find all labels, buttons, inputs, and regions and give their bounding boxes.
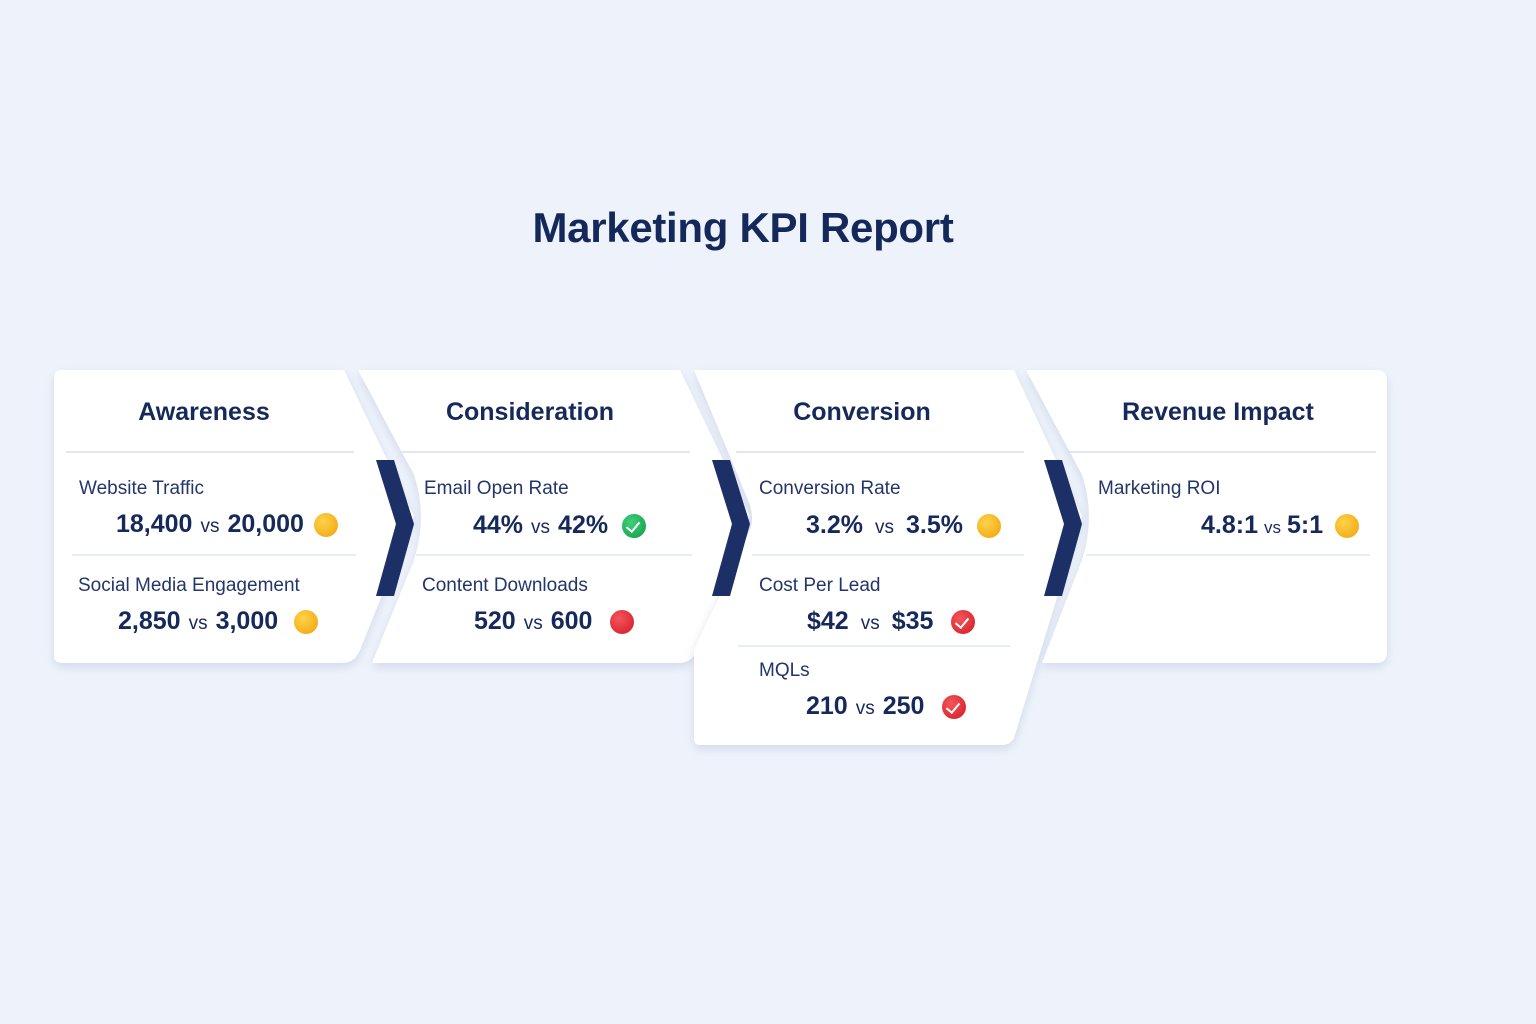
chevron-icon [712, 460, 750, 596]
target-value: 3,000 [215, 607, 279, 635]
target-value: 600 [550, 607, 593, 635]
actual-value: 44% [473, 511, 524, 539]
vs-label: vs [860, 612, 880, 634]
vs-label: vs [188, 612, 208, 634]
green-check-icon [622, 513, 647, 538]
metric-value-cost-per-lead: $42 vs $35 [807, 607, 976, 636]
vs-label: vs [523, 612, 543, 634]
actual-value: 4.8:1 [1201, 511, 1258, 539]
actual-value: 18,400 [116, 510, 193, 538]
conversion-card [694, 370, 1082, 745]
metric-value-content-downloads: 520 vs 600 [474, 607, 635, 636]
target-value: 250 [882, 692, 925, 720]
target-value: 3.5% [905, 511, 963, 539]
red-check-icon [942, 694, 967, 719]
metric-value-mqls: 210 vs 250 [806, 692, 967, 721]
yellow-circle-icon [294, 609, 319, 634]
vs-label: vs [874, 516, 894, 538]
metric-label-website-traffic: Website Traffic [79, 478, 204, 499]
red-check-icon [951, 609, 976, 634]
actual-value: $42 [807, 607, 849, 635]
metric-label-social-media-engagement: Social Media Engagement [78, 575, 300, 596]
vs-label: vs [200, 515, 220, 537]
target-value: 42% [558, 511, 609, 539]
vs-label: vs [531, 516, 551, 538]
metric-label-content-downloads: Content Downloads [422, 575, 588, 596]
vs-label: vs [855, 697, 875, 719]
metric-value-conversion-rate: 3.2% vs 3.5% [806, 511, 1001, 540]
metric-label-email-open-rate: Email Open Rate [424, 478, 569, 499]
yellow-circle-icon [1335, 513, 1360, 538]
stage-title-conversion: Conversion [793, 398, 931, 426]
metric-value-marketing-roi: 4.8:1 vs 5:1 [1201, 511, 1360, 540]
metric-value-social-media-engagement: 2,850 vs 3,000 [118, 607, 319, 636]
actual-value: 520 [474, 607, 516, 635]
consideration-card [358, 370, 750, 663]
metric-value-website-traffic: 18,400 vs 20,000 [116, 510, 338, 539]
revenue-impact-card [1026, 370, 1387, 663]
metric-label-conversion-rate: Conversion Rate [759, 478, 901, 499]
stage-title-revenue-impact: Revenue Impact [1122, 398, 1314, 426]
metric-label-cost-per-lead: Cost Per Lead [759, 575, 881, 596]
page-title: Marketing KPI Report [532, 204, 954, 251]
yellow-circle-icon [313, 512, 338, 537]
actual-value: 210 [806, 692, 848, 720]
target-value: 5:1 [1286, 511, 1324, 539]
metric-label-marketing-roi: Marketing ROI [1098, 478, 1221, 499]
metric-label-mqls: MQLs [759, 660, 810, 681]
yellow-circle-icon [976, 513, 1001, 538]
chevron-icon [376, 460, 414, 596]
red-circle-icon [610, 609, 635, 634]
actual-value: 3.2% [806, 511, 863, 539]
chevron-icon [1044, 460, 1082, 596]
target-value: 20,000 [227, 510, 304, 538]
stage-title-awareness: Awareness [138, 398, 270, 426]
actual-value: 2,850 [118, 607, 181, 635]
awareness-card [54, 370, 414, 663]
stage-title-consideration: Consideration [445, 398, 615, 426]
metric-value-email-open-rate: 44% vs 42% [473, 511, 647, 540]
target-value: $35 [891, 607, 934, 635]
vs-label: vs [1263, 517, 1281, 537]
